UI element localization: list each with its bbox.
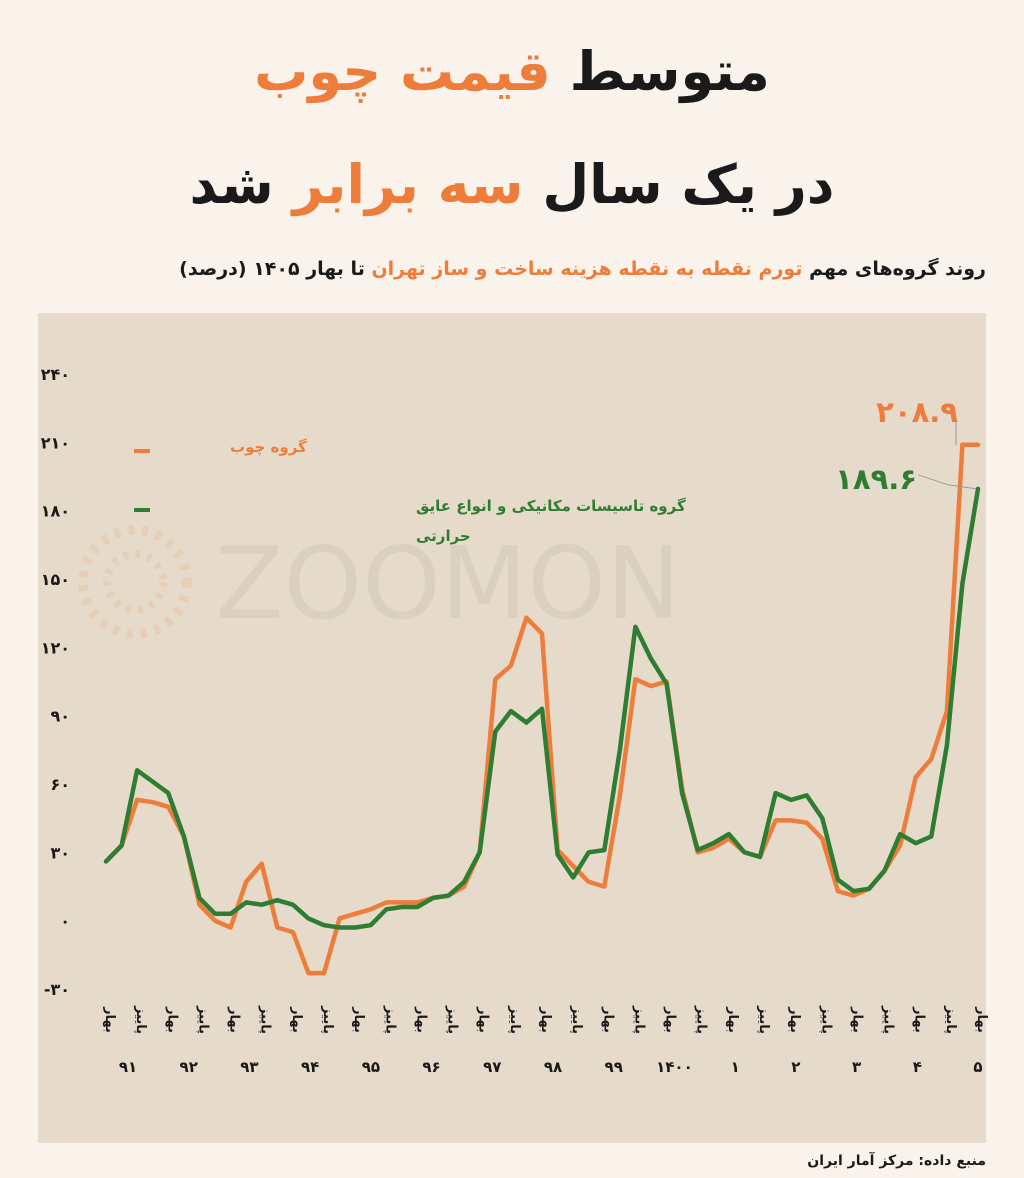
y-tick-label: -۳۰: [44, 980, 70, 999]
watermark-logo-icon: [78, 525, 192, 639]
x-season-label: بهار: [289, 1006, 304, 1033]
x-season-label: بهار: [102, 1006, 117, 1033]
x-year-label: ۹۵: [362, 1058, 380, 1076]
watermark: ZOOMON: [78, 525, 681, 642]
title-text: شد: [189, 153, 274, 216]
x-year-label: ۹۲: [180, 1058, 198, 1076]
x-season-label: پاییز: [569, 1005, 584, 1034]
x-year-label: ۹۴: [301, 1058, 319, 1076]
x-axis: بهار پاییز بهار پاییز بهار پاییز بهار پاییز بهار…: [102, 1005, 989, 1076]
title-highlight: سه برابر: [292, 153, 524, 216]
x-season-label: بهار: [600, 1006, 615, 1033]
x-year-label: ۴: [913, 1058, 922, 1076]
page-title-line-2: در یک سال سه برابر شد: [0, 158, 1024, 212]
y-tick-label: ۱۸۰: [41, 502, 70, 521]
y-tick-label: ۲۱۰: [41, 433, 70, 452]
x-season-label: بهار: [663, 1006, 678, 1033]
y-tick-label: ۱۵۰: [41, 570, 70, 589]
x-season-label: بهار: [912, 1006, 927, 1033]
watermark-logo-icon: [103, 550, 167, 614]
legend-label-wood: گروه چوب: [230, 438, 307, 457]
legend-label-mechanical: گروه تاسیسات مکانیکی و انواع عایق: [416, 497, 686, 515]
title-text: در یک سال: [542, 153, 835, 216]
x-year-label: ۳: [852, 1058, 861, 1076]
title-text: متوسط: [569, 40, 770, 103]
series-line-mechanical: [103, 486, 981, 930]
x-season-label: بهار: [725, 1006, 740, 1033]
x-season-label: بهار: [974, 1006, 989, 1033]
x-season-label: پاییز: [445, 1005, 460, 1034]
x-year-label: ۱۴۰۰: [656, 1058, 693, 1076]
x-season-label: پاییز: [756, 1005, 771, 1034]
legend-label-mechanical-cont: حرارتی: [416, 527, 471, 545]
x-year-label: ۱: [731, 1058, 740, 1076]
x-year-label: ۲: [791, 1058, 800, 1076]
legend: گروه چوب گروه تاسیسات مکانیکی و انواع عای…: [134, 438, 686, 545]
chart-panel: [38, 313, 986, 1143]
watermark-text: ZOOMON: [215, 525, 681, 642]
y-tick-label: ۱۲۰: [41, 638, 70, 657]
x-season-label: بهار: [476, 1006, 491, 1033]
y-axis: -۳۰ ۰ ۳۰ ۶۰ ۹۰ ۱۲۰ ۱۵۰ ۱۸۰ ۲۱۰ ۲۴۰: [41, 365, 70, 999]
series-line-wood: [103, 442, 981, 976]
x-season-label: بهار: [849, 1006, 864, 1033]
page-title-line-1: متوسط قیمت چوب: [0, 45, 1024, 99]
x-season-label: بهار: [164, 1006, 179, 1033]
y-tick-label: ۳۰: [50, 843, 70, 862]
y-tick-label: ۶۰: [50, 775, 70, 794]
end-labels: ۲۰۸.۹ ۱۸۹.۶: [835, 395, 977, 496]
x-season-label: پاییز: [694, 1005, 709, 1034]
source-note: منبع داده: مرکز آمار ایران: [807, 1153, 986, 1169]
y-tick-label: ۲۴۰: [41, 365, 70, 384]
x-year-label: ۹۸: [544, 1058, 562, 1076]
title-highlight: قیمت چوب: [254, 40, 551, 103]
x-season-label: پاییز: [133, 1005, 148, 1034]
x-year-label: ۹۹: [605, 1058, 623, 1076]
leader-line-mechanical: [917, 474, 977, 490]
x-season-label: پاییز: [382, 1005, 397, 1034]
end-label-mechanical: ۱۸۹.۶: [835, 462, 917, 496]
x-year-label: ۹۱: [119, 1058, 137, 1076]
x-season-label: بهار: [227, 1006, 242, 1033]
series-layer: [103, 442, 981, 976]
x-year-label: ۹۷: [483, 1058, 501, 1076]
subtitle-text: تا بهار ۱۴۰۵ (درصد): [179, 258, 365, 280]
x-season-label: بهار: [787, 1006, 802, 1033]
subtitle-highlight: تورم نقطه به نقطه هزینه ساخت و ساز تهران: [371, 258, 803, 280]
x-season-label: بهار: [538, 1006, 553, 1033]
x-season-label: بهار: [413, 1006, 428, 1033]
x-year-label: ۹۳: [240, 1058, 258, 1076]
y-tick-label: ۰: [60, 912, 70, 931]
x-season-label: پاییز: [507, 1005, 522, 1034]
subtitle-text: روند گروه‌های مهم: [809, 258, 986, 280]
x-season-label: پاییز: [195, 1005, 210, 1034]
x-year-label: ۵: [973, 1058, 982, 1076]
x-season-label: بهار: [351, 1006, 366, 1033]
x-season-label: پاییز: [818, 1005, 833, 1034]
leader-line-wood: [941, 406, 957, 445]
x-season-label: پاییز: [631, 1005, 646, 1034]
x-year-label: ۹۶: [422, 1058, 440, 1076]
end-label-wood: ۲۰۸.۹: [876, 395, 958, 429]
y-tick-label: ۹۰: [50, 707, 70, 726]
x-season-label: پاییز: [320, 1005, 335, 1034]
x-season-label: پاییز: [943, 1005, 958, 1034]
x-season-label: پاییز: [258, 1005, 273, 1034]
x-season-label: پاییز: [881, 1005, 896, 1034]
chart-subtitle: روند گروه‌های مهم تورم نقطه به نقطه هزین…: [179, 258, 986, 280]
